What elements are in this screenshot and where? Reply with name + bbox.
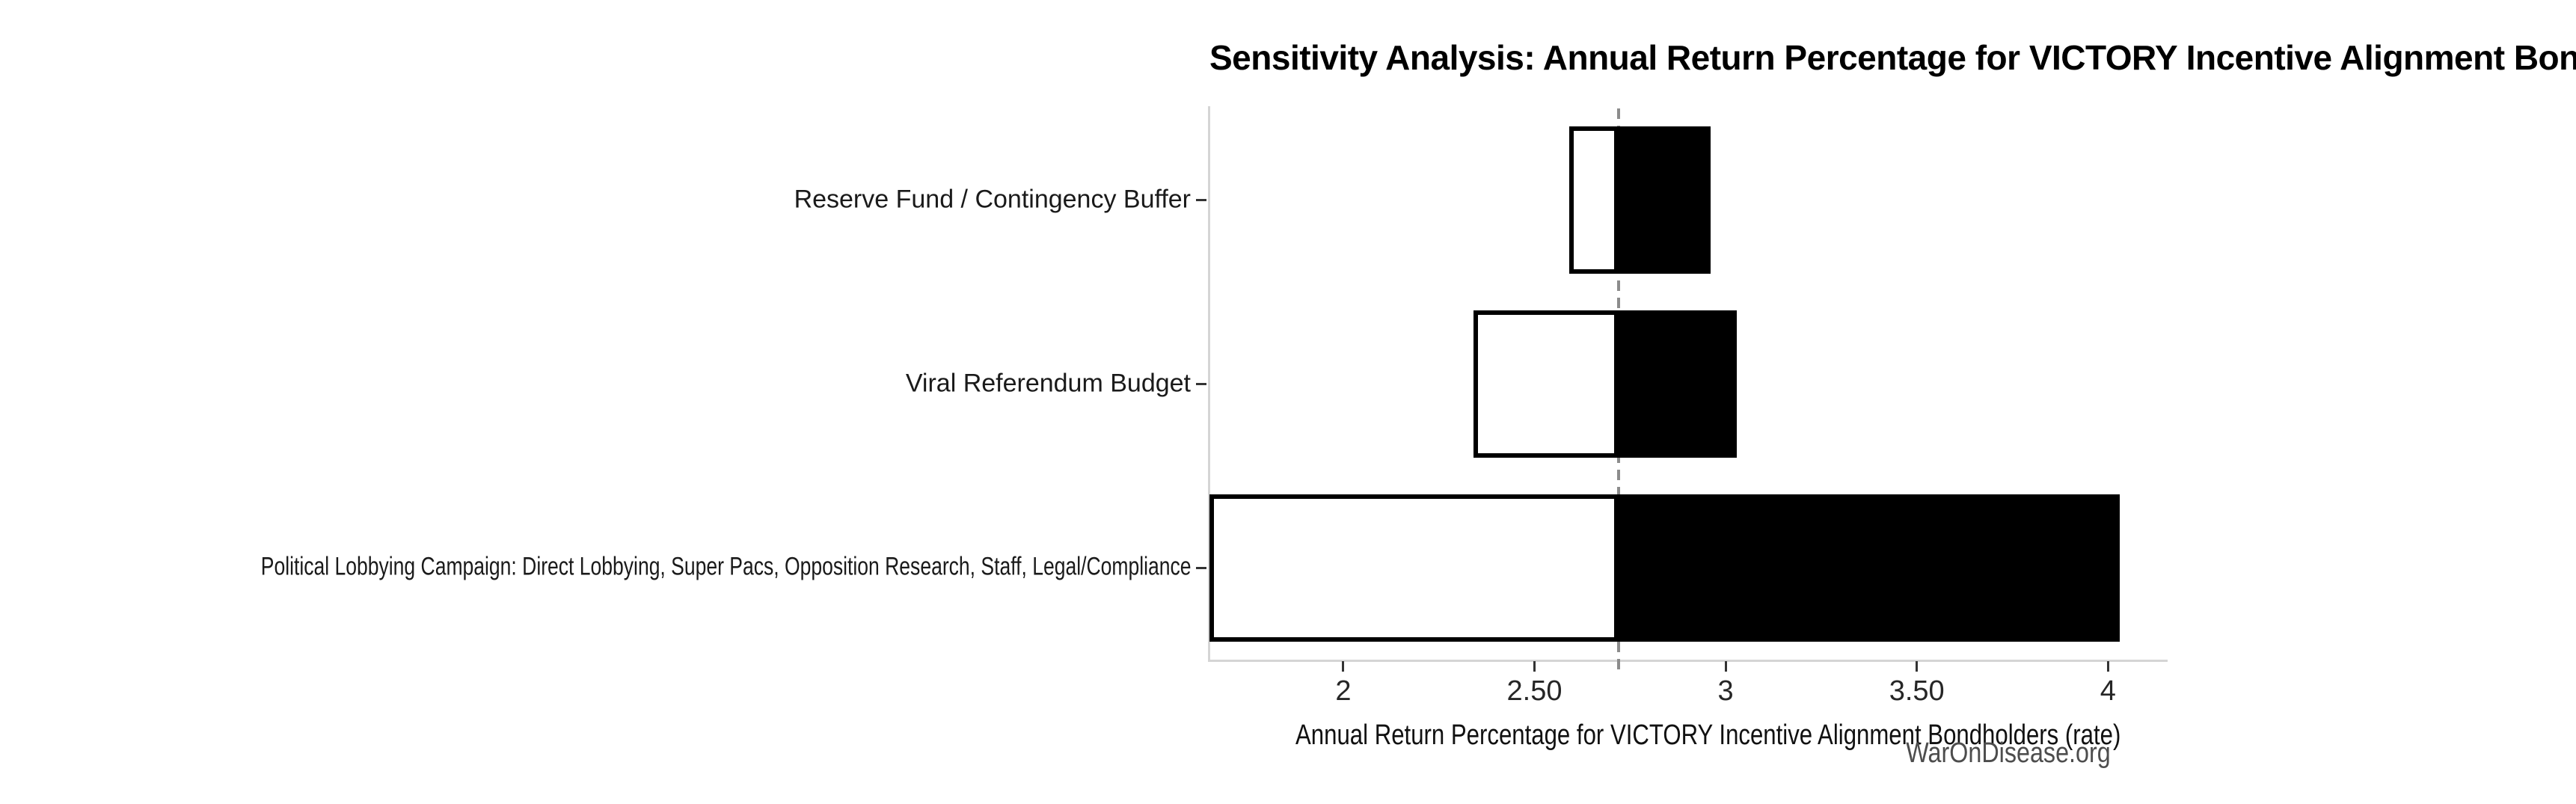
bar-low-segment bbox=[1568, 126, 1619, 274]
category-label: Viral Referendum Budget bbox=[905, 369, 1191, 398]
x-tick-mark bbox=[1533, 661, 1536, 672]
x-tick-label: 3 bbox=[1717, 675, 1734, 707]
bar-low-segment bbox=[1209, 494, 1619, 642]
bar-high-segment bbox=[1618, 126, 1711, 274]
bar-high-segment bbox=[1618, 494, 2120, 642]
category-label: Political Lobbying Campaign: Direct Lobb… bbox=[260, 552, 1191, 581]
x-tick-mark bbox=[2106, 661, 2109, 672]
y-axis-spine bbox=[1208, 106, 1210, 662]
x-tick-label: 2.50 bbox=[1506, 675, 1563, 707]
x-tick-mark bbox=[1342, 661, 1345, 672]
x-tick-mark bbox=[1916, 661, 1919, 672]
chart-title: Sensitivity Analysis: Annual Return Perc… bbox=[1209, 38, 2576, 77]
bar-low-segment bbox=[1473, 310, 1619, 458]
x-axis-spine bbox=[1208, 660, 2168, 662]
x-tick-label: 4 bbox=[2100, 675, 2116, 707]
watermark-text: WarOnDisease.org bbox=[1906, 737, 2111, 769]
x-tick-label: 2 bbox=[1335, 675, 1352, 707]
y-tick-mark bbox=[1196, 199, 1206, 202]
y-tick-mark bbox=[1196, 566, 1206, 569]
x-axis-label: Annual Return Percentage for VICTORY Inc… bbox=[1295, 719, 2121, 751]
x-tick-label: 3.50 bbox=[1889, 675, 1945, 707]
bar-high-segment bbox=[1618, 310, 1738, 458]
y-tick-mark bbox=[1196, 383, 1206, 385]
category-label: Reserve Fund / Contingency Buffer bbox=[794, 185, 1191, 214]
x-tick-mark bbox=[1724, 661, 1727, 672]
